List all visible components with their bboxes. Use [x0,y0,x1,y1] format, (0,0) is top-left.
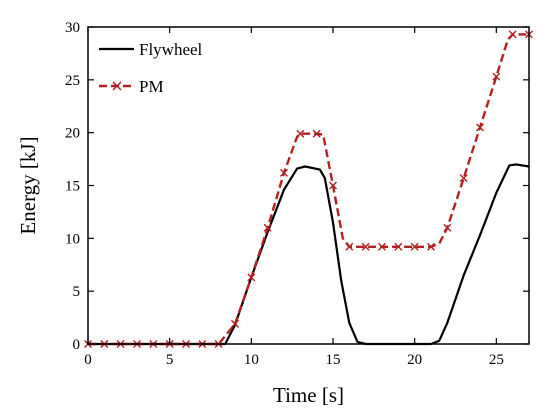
tick-labels: 0 5 10 15 20 25 0 5 10 15 20 25 30 [65,20,504,368]
data-point-pm [345,242,354,251]
axis-ticks [87,26,529,345]
data-point-pm [492,72,501,81]
data-point-pm [427,242,435,251]
y-tick-label: 10 [65,231,80,247]
data-point-pm [394,242,403,251]
x-tick-label: 20 [407,352,422,368]
data-point-pm [443,223,452,232]
y-tick-label: 0 [73,337,81,353]
x-tick-label: 15 [326,352,341,368]
legend-flywheel-label: Flywheel [139,40,203,59]
data-point-pm [312,129,321,138]
data-point-pm [247,273,256,282]
data-point-pm [263,223,272,232]
data-point-pm [280,168,288,177]
data-point-pm [231,319,239,328]
x-tick-label: 10 [244,352,259,368]
y-tick-label: 20 [65,126,80,142]
x-axis-title: Time [s] [273,383,344,407]
legend-pm-label: PM [139,77,164,96]
legend-pm-x [112,81,122,91]
data-point-pm [329,181,337,190]
y-tick-label: 5 [73,284,81,300]
data-point-pm [361,242,370,251]
legend-pm-marker [112,81,122,91]
data-point-pm [476,123,484,132]
y-tick-label: 30 [65,20,80,36]
data-point-pm [378,242,386,251]
y-tick-label: 25 [65,73,80,89]
data-point-pm [410,242,419,251]
data-point-pm [459,174,468,183]
x-tick-label: 0 [84,352,92,368]
x-tick-label: 25 [489,352,504,368]
y-tick-label: 15 [65,179,80,195]
data-point-pm [296,129,305,138]
data-point-pm [508,30,517,39]
x-tick-label: 5 [166,352,174,368]
legend: Flywheel PM [99,40,203,96]
y-axis-title: Energy [kJ] [16,136,40,234]
